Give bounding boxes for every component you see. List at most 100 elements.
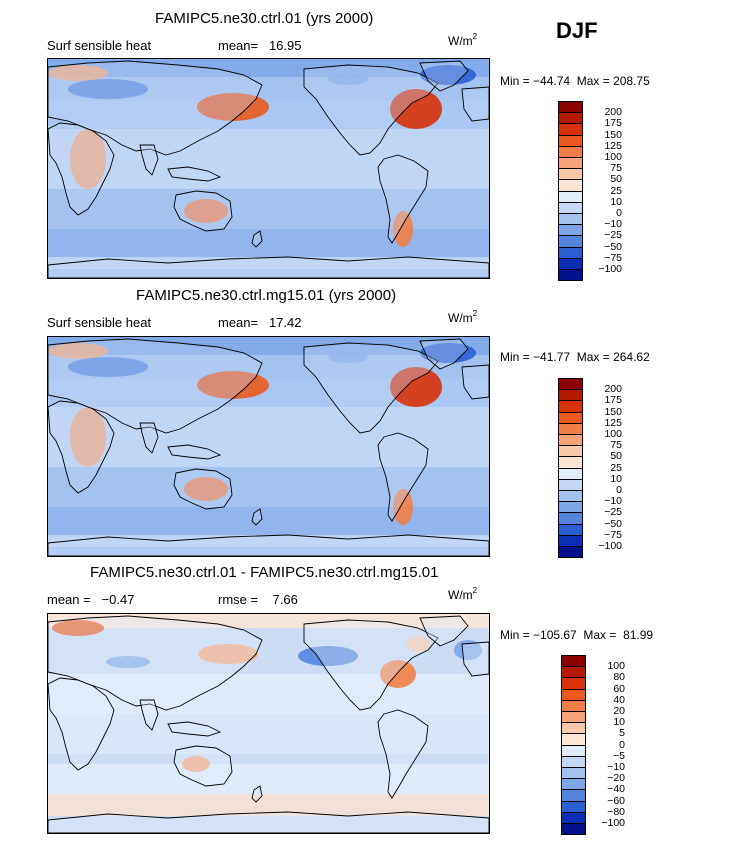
coastline-namerica bbox=[303, 342, 439, 434]
field-warm-spot bbox=[48, 343, 108, 359]
field-band bbox=[48, 714, 489, 754]
coastline-india bbox=[139, 699, 159, 731]
field-warm-spot bbox=[182, 756, 210, 772]
colorbar-tick-label: 125 bbox=[604, 139, 622, 152]
field-band bbox=[48, 189, 489, 229]
coastline-samerica bbox=[377, 709, 429, 799]
coastline-namerica bbox=[303, 64, 439, 156]
panel-2-title: FAMIPC5.ne30.ctrl.mg15.01 (yrs 2000) bbox=[136, 287, 397, 304]
colorbar-tick-label: −25 bbox=[604, 506, 622, 519]
coastline-india bbox=[139, 422, 159, 454]
colorbar-tick-label: −100 bbox=[601, 817, 625, 829]
colorbar-tick-label: 100 bbox=[607, 660, 625, 673]
colorbar-tick-label: 100 bbox=[604, 151, 622, 163]
field-warm-spot bbox=[393, 489, 413, 525]
colorbar-tick-label: 0 bbox=[619, 738, 625, 751]
coastline-greenland bbox=[419, 60, 469, 92]
colorbar-tick-label: 150 bbox=[604, 405, 622, 418]
colorbar-tick-label: 25 bbox=[610, 461, 622, 474]
colorbar-tick-label: −10 bbox=[607, 761, 625, 773]
colorbar-tick-label: 10 bbox=[613, 716, 625, 729]
coastline-europe bbox=[461, 86, 489, 122]
field-cold-spot bbox=[420, 65, 476, 85]
panel-2-minmax: Min = −41.77 Max = 264.62 bbox=[500, 350, 650, 364]
colorbar-tick-label: −75 bbox=[604, 528, 622, 541]
field-band bbox=[48, 794, 489, 816]
colorbar-tick-label: 10 bbox=[610, 195, 622, 208]
colorbar-tick-label: 0 bbox=[616, 484, 622, 496]
panel-2-variable-label: Surf sensible heat bbox=[47, 315, 152, 330]
panel-3-map bbox=[47, 613, 490, 834]
colorbar-tick-label: 100 bbox=[604, 428, 622, 440]
field-warm-spot bbox=[70, 129, 106, 189]
colorbar-tick-label: −50 bbox=[604, 240, 622, 253]
coastline-europe bbox=[461, 364, 489, 400]
field-warm-spot bbox=[52, 620, 104, 636]
coastline-samerica bbox=[377, 154, 429, 244]
coastline-australia bbox=[173, 190, 233, 232]
colorbar-tick-label: 25 bbox=[610, 184, 622, 197]
coastline-antarctica bbox=[48, 811, 489, 833]
colorbar-tick-label: −20 bbox=[607, 772, 625, 785]
colorbar-tick-label: −100 bbox=[598, 263, 622, 275]
colorbar-tick-label: 80 bbox=[613, 671, 625, 684]
panel-1-mean: mean= 16.95 bbox=[218, 38, 302, 53]
coastline-samerica bbox=[377, 432, 429, 522]
field-band bbox=[48, 674, 489, 714]
colorbar-tick-label: −5 bbox=[613, 749, 625, 762]
field-cold-spot bbox=[420, 343, 476, 363]
colorbar-tick-label: 40 bbox=[613, 693, 625, 706]
field-band bbox=[48, 229, 489, 259]
field-cold-spot bbox=[454, 640, 482, 660]
field-warm-spot bbox=[184, 477, 228, 501]
coastline-maritime bbox=[167, 444, 222, 460]
colorbar-tick-label: 60 bbox=[613, 682, 625, 695]
colorbar-tick-label: −80 bbox=[607, 805, 625, 818]
coastline-india bbox=[139, 144, 159, 176]
coastline-nz bbox=[251, 230, 263, 248]
panel-3-minmax: Min = −105.67 Max = 81.99 bbox=[500, 628, 654, 642]
colorbar-tick-label: 20 bbox=[613, 705, 625, 717]
panel-3-map-field bbox=[48, 614, 489, 833]
panel-2-map bbox=[47, 336, 490, 557]
field-cold-spot bbox=[328, 351, 368, 363]
panel-3-title: FAMIPC5.ne30.ctrl.01 - FAMIPC5.ne30.ctrl… bbox=[90, 564, 439, 581]
colorbar-tick-label: −40 bbox=[607, 783, 625, 796]
colorbar-swatch bbox=[558, 546, 583, 559]
field-warm-spot bbox=[390, 89, 442, 129]
colorbar-tick-label: 150 bbox=[604, 128, 622, 141]
panel-3-mean: mean = −0.47 bbox=[47, 592, 135, 607]
panel-1-map-field bbox=[48, 59, 489, 278]
colorbar-tick-label: 200 bbox=[604, 106, 622, 119]
coastline-namerica bbox=[303, 619, 439, 711]
field-cold-spot bbox=[68, 79, 148, 99]
panel-2-units: W/m2 bbox=[448, 309, 478, 325]
colorbar-tick-label: 75 bbox=[610, 162, 622, 175]
colorbar-swatch bbox=[561, 823, 586, 836]
panel-3-rmse: rmse = 7.66 bbox=[218, 592, 298, 607]
field-warm-spot bbox=[184, 199, 228, 223]
panel-2-colorbar: 200 175 150 125 100 75 50 25 10 0 −10 −25 −50 −75 −100 bbox=[558, 378, 638, 559]
colorbar-tick-label: −75 bbox=[604, 251, 622, 264]
field-cold-spot bbox=[68, 357, 148, 377]
coastline-maritime bbox=[167, 166, 222, 182]
colorbar-tick-label: 175 bbox=[604, 117, 622, 130]
colorbar-tick-label: 5 bbox=[619, 727, 625, 740]
colorbar-tick-label: −10 bbox=[604, 495, 622, 508]
panel-1-title: FAMIPC5.ne30.ctrl.01 (yrs 2000) bbox=[155, 10, 374, 27]
coastline-eurasia bbox=[48, 338, 263, 434]
field-warm-spot bbox=[197, 371, 269, 399]
field-band bbox=[48, 407, 489, 467]
colorbar-tick-label: 50 bbox=[610, 450, 622, 463]
field-warm-spot bbox=[70, 407, 106, 467]
colorbar-tick-label: 50 bbox=[610, 173, 622, 186]
field-warm-spot bbox=[48, 65, 108, 81]
panel-1-colorbar: 200 175 150 125 100 75 50 25 10 0 −10 −25 −50 −75 −100 bbox=[558, 101, 638, 282]
colorbar-tick-label: 75 bbox=[610, 439, 622, 452]
colorbar-swatch bbox=[558, 269, 583, 282]
field-band bbox=[48, 535, 489, 547]
coastline-europe bbox=[461, 641, 489, 677]
colorbar-tick-label: 10 bbox=[610, 472, 622, 485]
field-cold-spot bbox=[106, 656, 150, 668]
field-warm-spot bbox=[406, 636, 430, 652]
